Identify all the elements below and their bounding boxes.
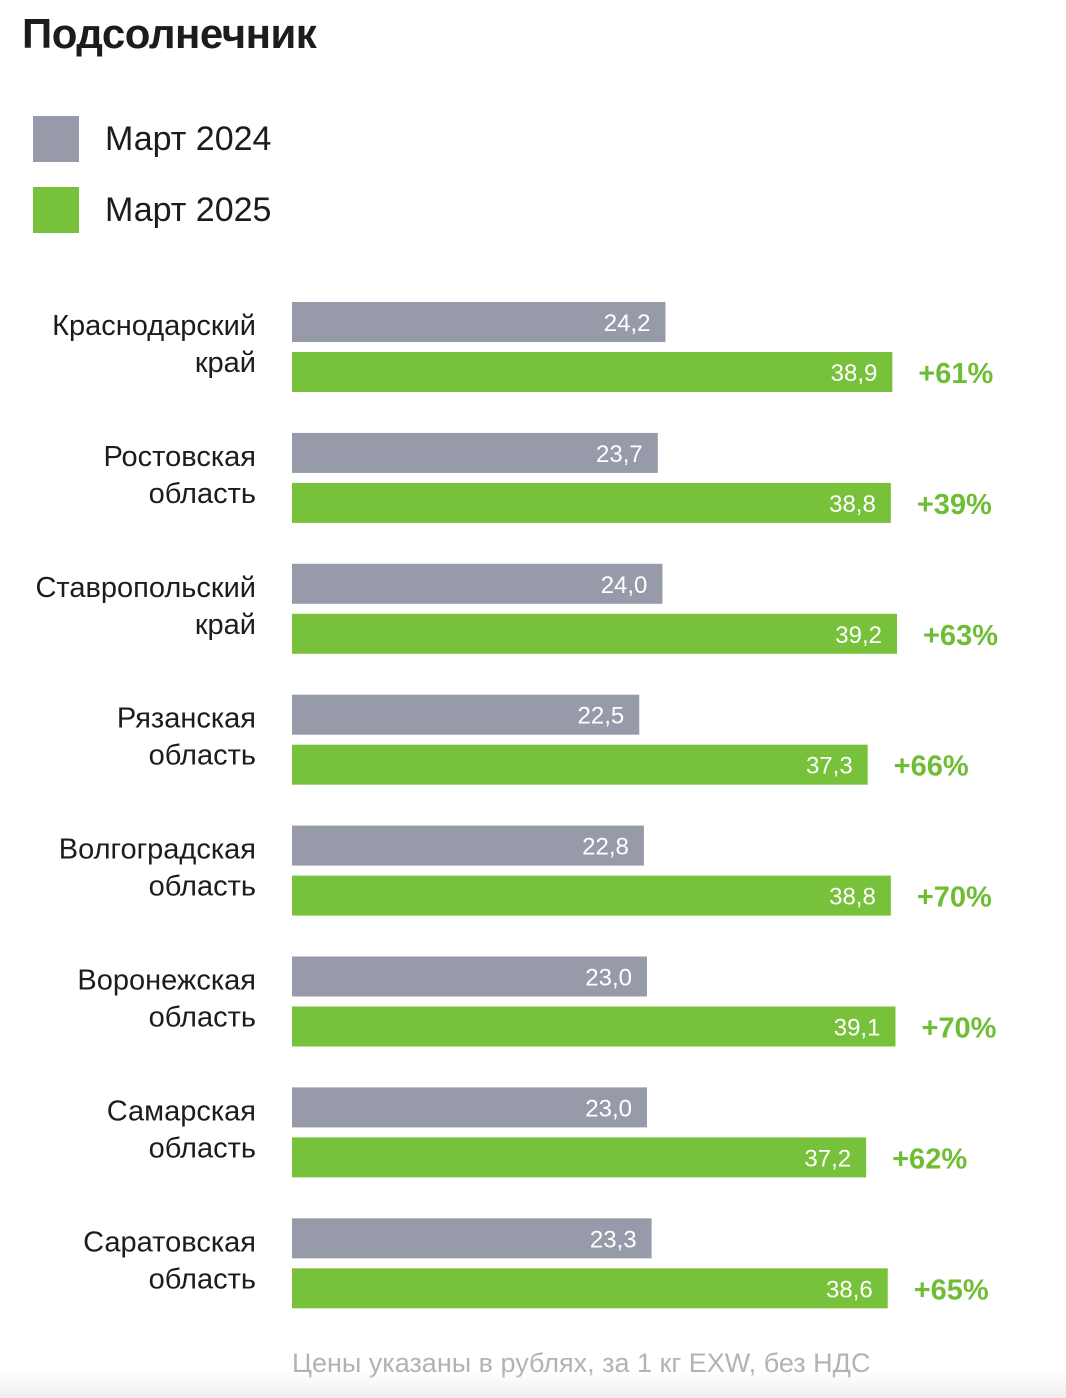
bar-value-label: 37,3 <box>806 753 853 780</box>
chart-title: Подсолнечник <box>22 10 317 57</box>
legend-swatch-2025 <box>33 187 79 233</box>
category-label-line: Воронежская <box>77 965 256 997</box>
legend-item-2024: Март 2024 <box>33 115 271 163</box>
category-label: Краснодарский край <box>52 310 256 379</box>
bar-value-label: 39,2 <box>835 622 882 649</box>
bar-value-label: 38,8 <box>829 491 876 518</box>
bar-march-2025 <box>292 1137 867 1178</box>
change-percent-label: +70% <box>917 882 992 914</box>
category-label-line: область <box>149 1263 256 1295</box>
bar-march-2025 <box>292 613 897 654</box>
bar-march-2025 <box>292 1268 888 1309</box>
legend-swatch-2024 <box>33 116 79 162</box>
category-label: Волгоградская область <box>59 834 256 903</box>
change-percent-label: +62% <box>892 1143 967 1175</box>
bar-march-2024 <box>292 563 663 604</box>
bar-value-label: 23,7 <box>596 441 643 468</box>
category-label-line: область <box>149 478 256 510</box>
legend-label-2024: Март 2024 <box>105 119 272 158</box>
change-percent-label: +66% <box>894 751 969 783</box>
bar-march-2024 <box>292 302 666 342</box>
bar-march-2024 <box>292 825 644 866</box>
bar-value-label: 38,6 <box>826 1276 873 1303</box>
bar-march-2025 <box>292 744 868 785</box>
change-percent-label: +65% <box>914 1274 989 1306</box>
bar-value-label: 23,0 <box>585 1095 632 1122</box>
bar-march-2025 <box>292 875 891 916</box>
category-label: Самарская область <box>107 1095 256 1164</box>
change-percent-label: +39% <box>917 489 992 521</box>
change-percent-label: +61% <box>918 358 993 390</box>
bar-value-label: 38,8 <box>829 884 876 911</box>
bar-value-label: 39,1 <box>834 1015 881 1042</box>
bar-value-label: 22,5 <box>578 703 625 730</box>
bar-value-label: 37,2 <box>804 1145 851 1172</box>
bar-value-label: 23,0 <box>585 965 632 992</box>
bar-value-label: 22,8 <box>582 834 629 861</box>
category-label-line: область <box>149 871 256 903</box>
category-label-line: Волгоградская <box>59 834 256 866</box>
bar-value-label: 38,9 <box>831 360 878 387</box>
category-label-line: Ростовская <box>103 441 256 473</box>
bar-march-2025 <box>292 1006 896 1047</box>
bar-value-label: 23,3 <box>590 1226 637 1253</box>
legend-label-2025: Март 2025 <box>105 190 272 229</box>
legend-item-2025: Март 2025 <box>33 186 271 234</box>
bar-value-label: 24,2 <box>604 310 651 337</box>
category-label: Рязанская область <box>117 703 256 772</box>
category-label: Ростовская область <box>103 441 256 510</box>
category-label: Воронежская область <box>77 965 256 1034</box>
bar-march-2025 <box>292 352 893 392</box>
bar-march-2024 <box>292 956 647 997</box>
bottom-fade <box>0 1372 1066 1398</box>
category-label-line: область <box>149 740 256 772</box>
category-label-line: область <box>149 1132 256 1164</box>
category-label-line: Саратовская <box>83 1226 256 1258</box>
change-percent-label: +63% <box>923 620 998 652</box>
bar-march-2024 <box>292 694 640 735</box>
category-label-line: Рязанская <box>117 703 256 735</box>
category-label: Саратовская область <box>83 1226 256 1295</box>
category-label-line: край <box>195 609 256 641</box>
category-label-line: край <box>195 347 256 379</box>
change-percent-label: +70% <box>921 1013 996 1045</box>
bar-value-label: 24,0 <box>601 572 648 599</box>
bar-march-2024 <box>292 1218 652 1259</box>
category-label-line: Самарская <box>107 1095 256 1127</box>
bar-march-2024 <box>292 1087 647 1128</box>
category-label: Ставропольский край <box>35 572 256 641</box>
bar-march-2024 <box>292 432 658 473</box>
category-label-line: Краснодарский <box>52 310 256 342</box>
category-label-line: область <box>149 1002 256 1034</box>
category-label-line: Ставропольский <box>35 572 256 604</box>
bar-march-2025 <box>292 482 891 523</box>
